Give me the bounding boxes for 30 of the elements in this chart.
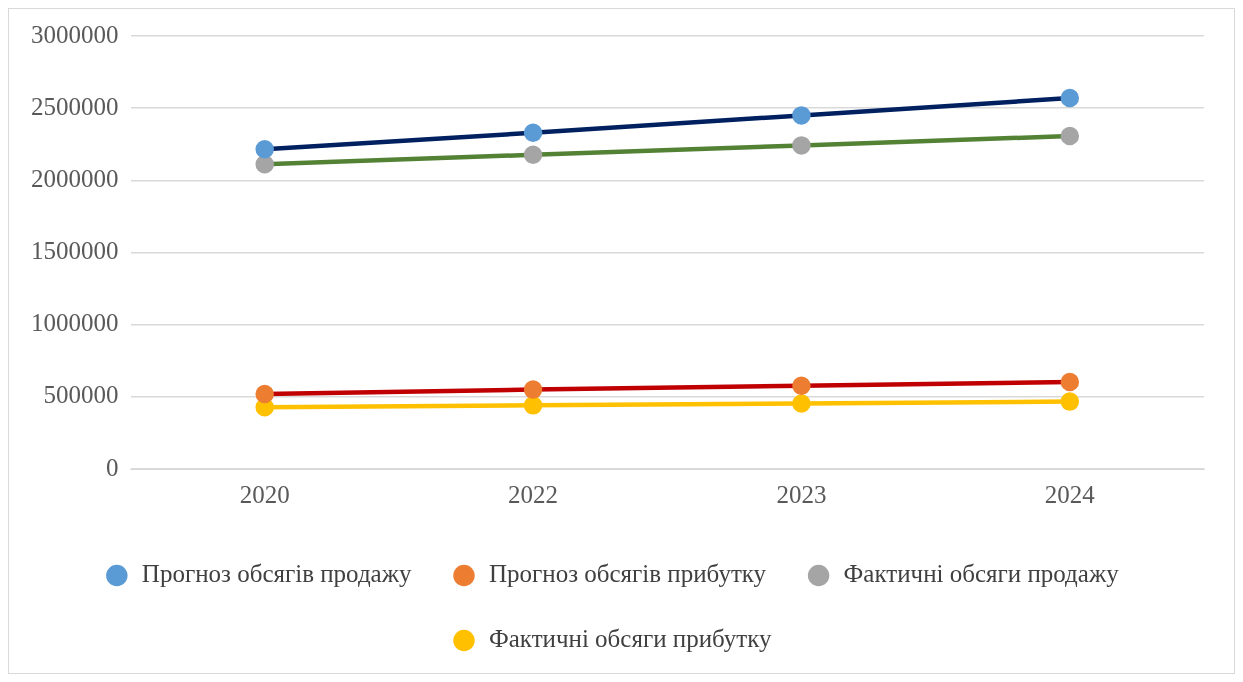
point	[523, 380, 543, 399]
x-tick-label: 2020	[239, 480, 290, 508]
y-tick-label: 500000	[43, 381, 119, 409]
legend-label: Прогноз обсягів прибутку	[488, 560, 767, 588]
legend-label: Фактичні обсяги продажу	[843, 560, 1120, 588]
point	[1060, 88, 1080, 108]
x-tick-label: 2022	[508, 480, 559, 508]
point	[255, 384, 274, 404]
y-tick-label: 3000000	[31, 20, 119, 48]
point	[255, 154, 274, 174]
point	[523, 145, 543, 165]
point	[1060, 126, 1080, 146]
point	[1060, 392, 1080, 411]
point	[255, 140, 274, 159]
point	[792, 394, 811, 413]
point	[523, 396, 543, 415]
y-tick-label: 2500000	[31, 92, 119, 120]
point	[523, 123, 543, 142]
x-tick-label: 2023	[776, 480, 827, 508]
x-tick-label: 2024	[1044, 480, 1096, 508]
y-tick-label: 0	[106, 453, 119, 481]
legend-label: Прогноз обсягів продажу	[141, 560, 412, 588]
point	[792, 376, 811, 395]
y-tick-label: 2000000	[31, 164, 119, 192]
y-tick-label: 1500000	[31, 237, 119, 265]
y-tick-label: 1000000	[31, 309, 119, 337]
legend-label: Фактичні обсяги прибутку	[488, 625, 773, 653]
point	[792, 106, 811, 125]
point	[792, 136, 811, 155]
point	[1060, 372, 1080, 392]
